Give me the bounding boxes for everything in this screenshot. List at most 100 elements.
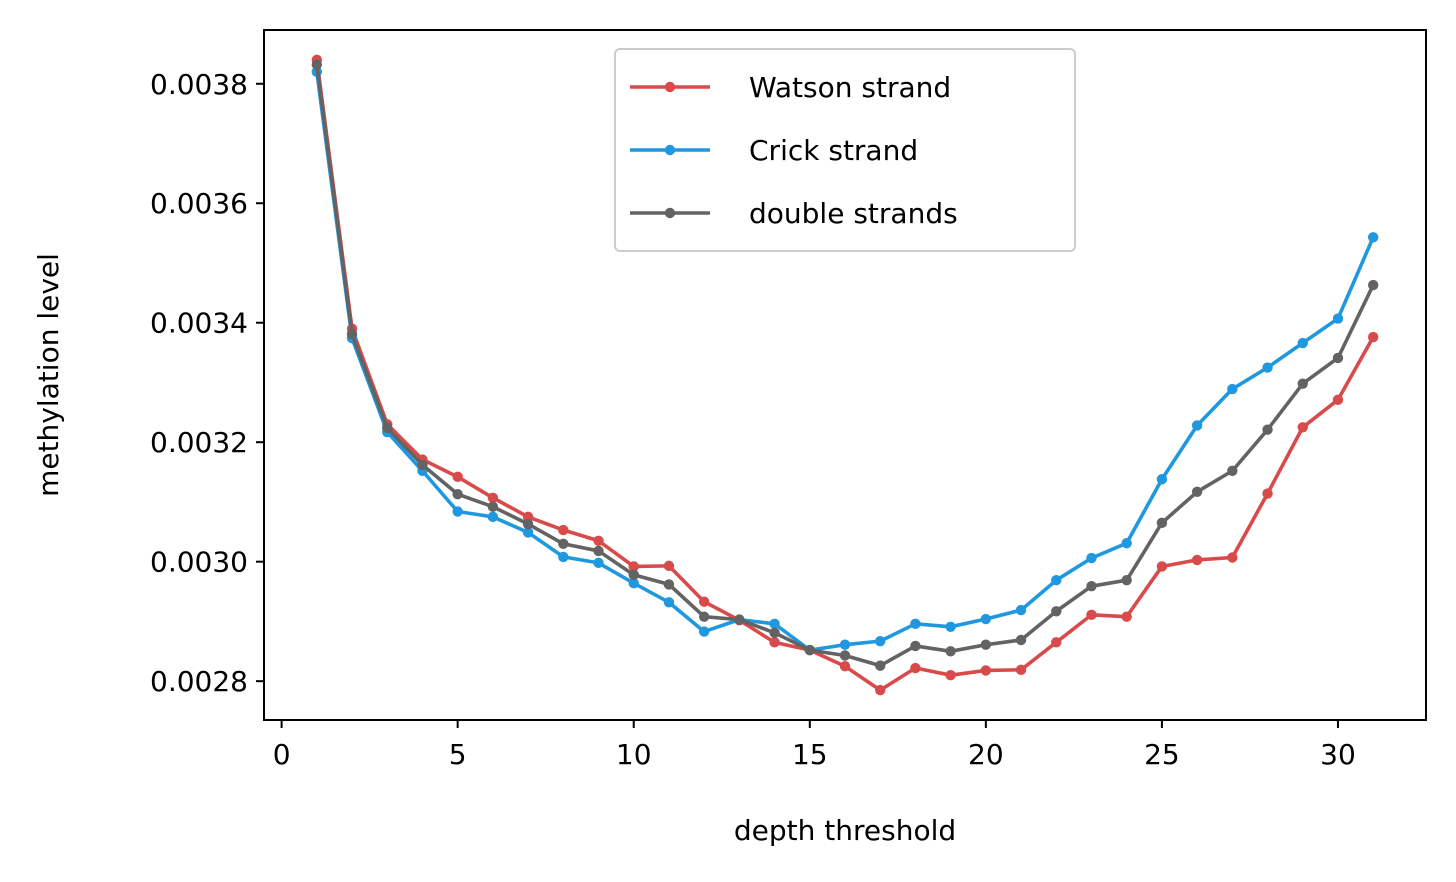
data-point (1227, 465, 1238, 477)
data-point (1121, 575, 1132, 586)
data-point (487, 501, 499, 512)
data-point (487, 492, 499, 503)
data-point (1367, 232, 1379, 243)
data-point (1156, 517, 1168, 529)
data-point (698, 611, 710, 622)
x-tick-label: 0 (273, 738, 291, 771)
data-point (558, 524, 569, 536)
data-point (769, 627, 780, 638)
data-point (698, 626, 710, 637)
x-tick-label: 20 (968, 738, 1004, 771)
data-point (910, 618, 921, 630)
data-point (769, 618, 780, 630)
plot-frame (263, 29, 1427, 721)
data-point (593, 535, 604, 546)
data-point (769, 637, 780, 648)
data-point (875, 635, 886, 647)
series-double-strands (311, 59, 1379, 671)
data-point (804, 644, 815, 656)
y-axis-label: methylation level (32, 253, 65, 497)
data-point (487, 511, 499, 523)
x-tick-label: 30 (1320, 738, 1356, 771)
data-point (1262, 424, 1273, 435)
data-point (1015, 664, 1027, 676)
data-point (875, 684, 886, 696)
data-point (1156, 561, 1168, 572)
data-point (1086, 609, 1097, 621)
data-point (417, 459, 428, 471)
data-point (558, 538, 569, 549)
data-point (628, 561, 639, 572)
data-point (1262, 488, 1273, 499)
data-point (1121, 611, 1132, 622)
data-point (1297, 422, 1308, 433)
data-point (628, 569, 639, 581)
data-point (910, 662, 921, 674)
data-point (522, 511, 534, 523)
data-point (382, 422, 393, 434)
x-tick-label: 5 (449, 738, 467, 771)
data-point (875, 660, 886, 671)
y-tick-label: 0.0038 (150, 68, 248, 101)
y-tick-label: 0.0030 (150, 546, 248, 579)
x-tick-label: 15 (792, 738, 828, 771)
data-point (1191, 554, 1203, 566)
data-point (1227, 552, 1238, 563)
ticks-layer: 0 5 10 15 20 25 30 0.0028 0.0030 0.0032 0.0034 0.00… (150, 68, 1356, 771)
data-point (980, 613, 992, 625)
data-point (1367, 279, 1379, 291)
data-point (1086, 552, 1097, 564)
data-point (1156, 474, 1168, 485)
data-point (698, 596, 710, 607)
data-point (1051, 606, 1062, 617)
data-point (1051, 637, 1062, 648)
data-point (1297, 378, 1308, 389)
data-point (839, 650, 851, 661)
data-point (1227, 383, 1238, 395)
data-point (945, 646, 956, 657)
data-point (311, 59, 323, 70)
data-point (1262, 362, 1273, 373)
data-point (1191, 486, 1203, 497)
data-point (734, 614, 745, 625)
y-tick-label: 0.0028 (150, 665, 248, 698)
data-point (452, 471, 463, 483)
legend-label: Crick strand (749, 134, 918, 167)
y-tick-label: 0.0034 (150, 307, 248, 340)
legend-label: Watson strand (749, 71, 951, 104)
data-point (593, 557, 604, 569)
data-point (945, 621, 956, 633)
data-point (663, 560, 675, 572)
legend-marker (664, 144, 676, 156)
data-point (1332, 394, 1344, 405)
data-point (522, 527, 534, 538)
data-point (1367, 331, 1379, 343)
y-tick-label: 0.0036 (150, 187, 248, 220)
data-point (1191, 420, 1203, 431)
data-point (1121, 537, 1132, 549)
data-point (1015, 604, 1027, 616)
data-point (839, 639, 851, 650)
data-point (1051, 575, 1062, 586)
data-point (558, 551, 569, 563)
legend: Watson strand Crick strand double strands (614, 48, 1076, 252)
data-point (1086, 580, 1097, 592)
data-point (1332, 313, 1344, 324)
x-tick-label: 10 (616, 738, 652, 771)
legend-label: double strands (749, 197, 958, 230)
data-point (980, 665, 992, 676)
data-point (452, 488, 463, 500)
data-point (839, 661, 851, 672)
data-point (1332, 352, 1344, 364)
data-point (593, 545, 604, 557)
data-point (1015, 634, 1027, 646)
data-point (346, 328, 358, 340)
x-axis-label: depth threshold (734, 814, 956, 847)
data-point (1297, 337, 1308, 349)
legend-box (614, 48, 1076, 252)
x-tick-label: 25 (1144, 738, 1180, 771)
y-tick-label: 0.0032 (150, 426, 248, 459)
data-point (945, 669, 956, 681)
data-point (452, 506, 463, 517)
